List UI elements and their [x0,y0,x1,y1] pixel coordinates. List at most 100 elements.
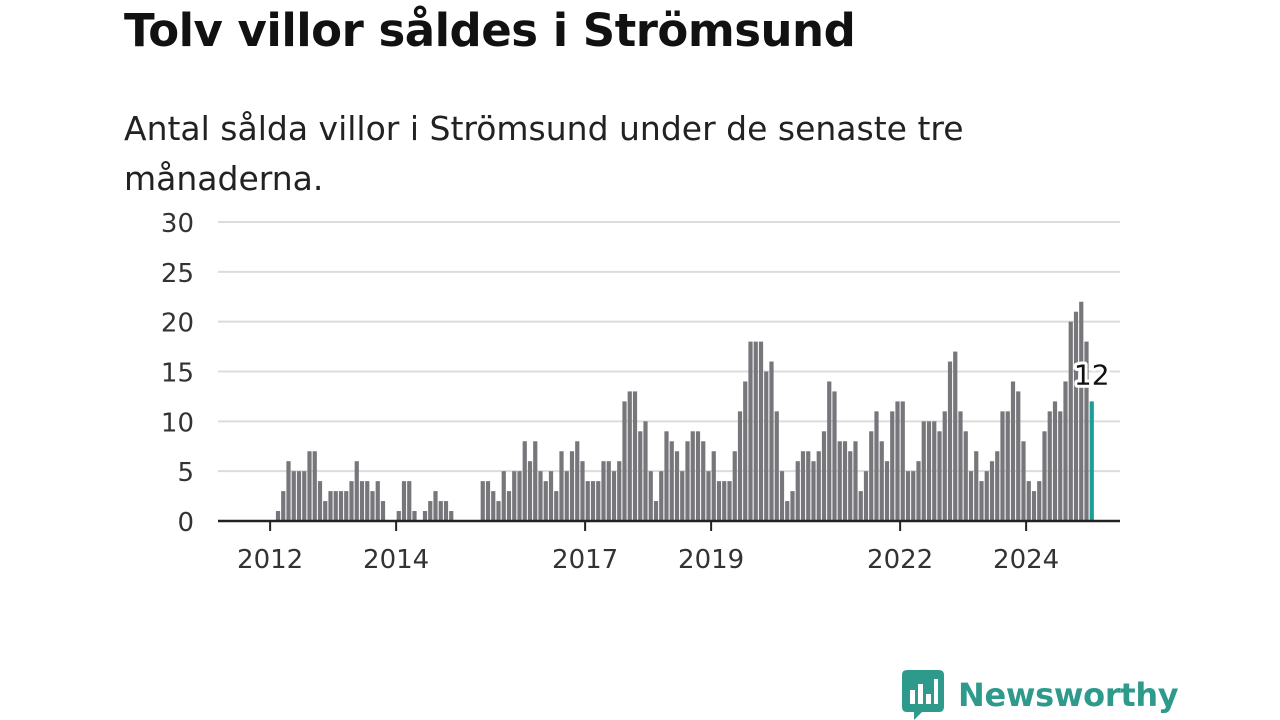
bar [643,421,648,521]
bar [512,471,517,521]
bar [842,441,848,521]
bar [370,491,375,521]
bar [979,481,984,521]
x-tick-label: 2019 [678,545,744,575]
bar-chart-speech-bubble-icon [902,670,944,720]
bar [1021,441,1026,521]
bar [1047,411,1052,521]
bar [737,411,743,521]
bar [506,491,512,521]
bar [821,431,827,521]
bar [911,471,916,521]
bar [779,471,785,521]
bar [832,391,837,521]
bar [921,421,926,521]
bar [1037,481,1042,521]
bar [685,441,690,521]
bar [958,411,963,521]
bar [627,391,632,521]
bar [989,461,995,521]
bar [690,431,695,521]
bar [1010,381,1016,521]
bar [312,451,317,521]
bar [585,481,590,521]
bar [947,361,953,521]
bar [396,511,401,521]
bar [659,471,664,521]
bar [302,471,307,521]
bar [674,451,680,521]
bar [538,471,543,521]
bar [1068,321,1073,521]
bar [543,481,548,521]
x-tick-label: 2014 [363,545,429,575]
bar [806,451,811,521]
bar [869,431,874,521]
bar [706,471,711,521]
bar [344,491,349,521]
bar [753,341,758,521]
bar [296,471,302,521]
bar [863,471,869,521]
bar [286,461,291,521]
x-tick-label: 2022 [867,545,933,575]
bar [853,441,858,521]
bar [774,411,779,521]
bar [354,461,359,521]
bar [848,451,853,521]
bar [323,501,328,521]
bar [575,441,580,521]
bar [275,511,281,521]
bar [580,461,585,521]
latest-value-label: 12 [1074,358,1110,391]
bar [433,491,438,521]
bar [811,461,816,521]
bar [758,341,764,521]
bar [522,441,527,521]
bar [307,451,312,521]
bar [401,481,407,521]
bar [359,481,365,521]
bar [895,401,900,521]
bar [569,451,575,521]
bar [916,461,921,521]
x-tick-label: 2012 [237,545,303,575]
bar [380,501,386,521]
bar [837,441,842,521]
chart-title: Tolv villor såldes i Strömsund [124,4,856,57]
bar [858,491,863,521]
bar [533,441,538,521]
bar [795,461,800,521]
axis-layer [218,519,1120,531]
bar [942,411,947,521]
bar [632,391,638,521]
bar [905,471,911,521]
grid-layer [218,221,1120,473]
bar [611,471,617,521]
bar [501,471,506,521]
bar [984,471,989,521]
bar [1031,491,1037,521]
bar [638,431,643,521]
bar [764,371,769,521]
bar [1000,411,1005,521]
bar [496,501,501,521]
bar [1026,481,1031,521]
bar [800,451,806,521]
bar [517,471,522,521]
x-tick-label: 2024 [993,545,1059,575]
bar [716,481,722,521]
y-tick-label: 10 [161,408,194,438]
bar [769,361,774,521]
bar [1084,341,1089,521]
y-tick-label: 20 [161,309,194,339]
bar [874,411,879,521]
bar [349,481,354,521]
bar [653,501,659,521]
bar [995,451,1000,521]
bar [1073,311,1079,521]
bar [1042,431,1047,521]
newsworthy-brand: Newsworthy [902,670,1179,720]
bar [480,481,485,521]
